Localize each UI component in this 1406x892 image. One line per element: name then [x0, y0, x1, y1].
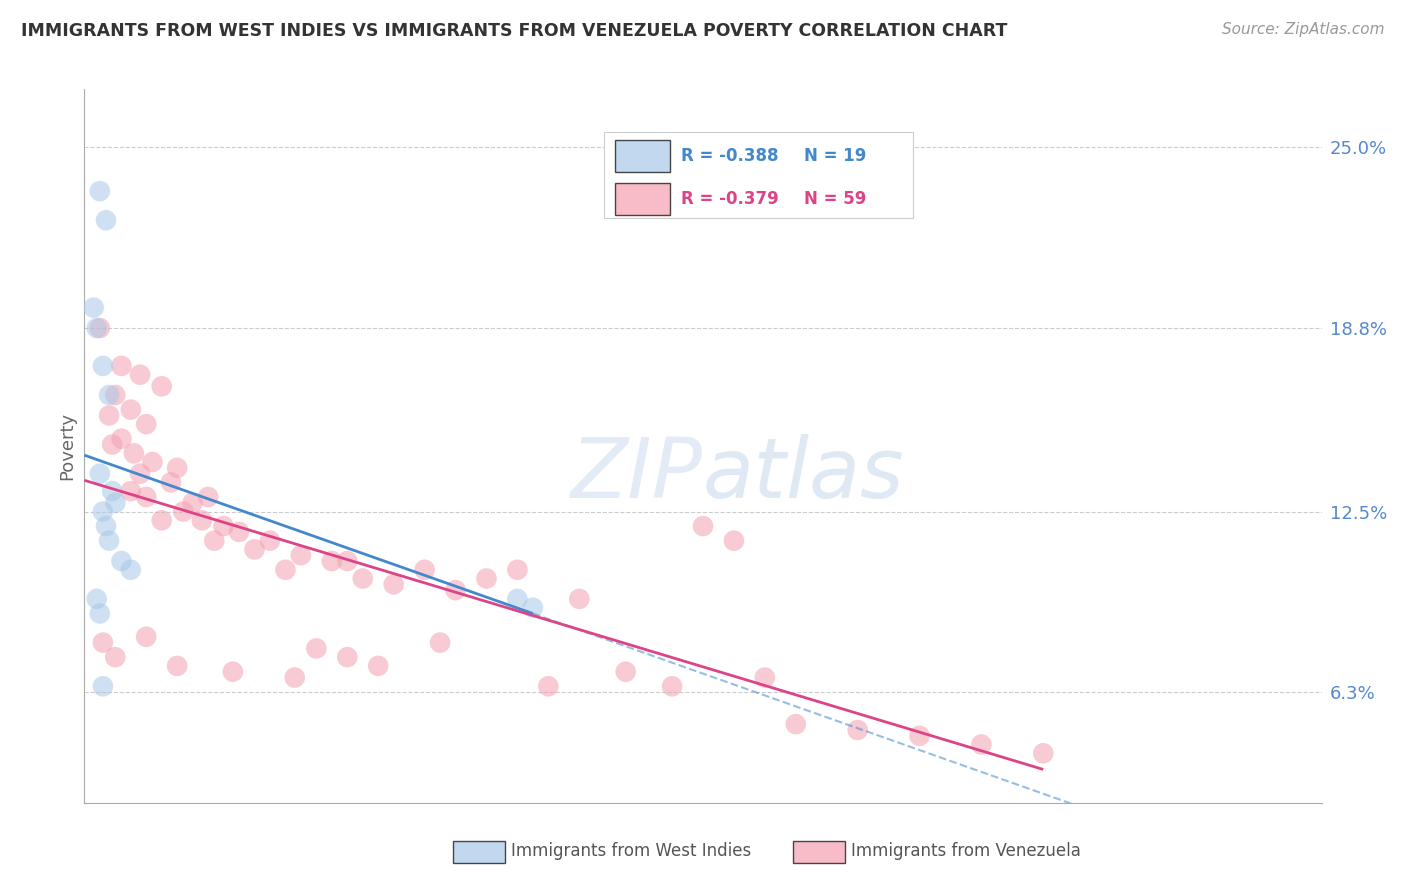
- Point: [506, 591, 529, 606]
- Text: N = 19: N = 19: [804, 147, 868, 165]
- Point: [104, 650, 127, 665]
- Point: [86, 321, 108, 335]
- Y-axis label: Poverty: Poverty: [58, 412, 76, 480]
- Point: [723, 533, 745, 548]
- Point: [89, 184, 111, 198]
- Point: [568, 591, 591, 606]
- Point: [754, 671, 776, 685]
- FancyBboxPatch shape: [605, 132, 914, 218]
- Point: [522, 600, 544, 615]
- Text: IMMIGRANTS FROM WEST INDIES VS IMMIGRANTS FROM VENEZUELA POVERTY CORRELATION CHA: IMMIGRANTS FROM WEST INDIES VS IMMIGRANT…: [21, 22, 1008, 40]
- Point: [91, 635, 114, 649]
- Point: [908, 729, 931, 743]
- Point: [129, 368, 152, 382]
- Point: [89, 607, 111, 621]
- Point: [692, 519, 714, 533]
- FancyBboxPatch shape: [793, 840, 845, 863]
- Point: [212, 519, 235, 533]
- Text: Immigrants from Venezuela: Immigrants from Venezuela: [852, 842, 1081, 860]
- Point: [101, 437, 124, 451]
- Point: [197, 490, 219, 504]
- Point: [321, 554, 343, 568]
- Point: [122, 446, 145, 460]
- Point: [166, 460, 188, 475]
- Point: [129, 467, 152, 481]
- Point: [785, 717, 807, 731]
- Point: [202, 533, 225, 548]
- Point: [141, 455, 163, 469]
- Point: [413, 563, 436, 577]
- Text: N = 59: N = 59: [804, 190, 868, 208]
- Point: [94, 519, 117, 533]
- Point: [89, 321, 111, 335]
- Text: R = -0.379: R = -0.379: [681, 190, 779, 208]
- Point: [970, 738, 993, 752]
- Point: [135, 490, 157, 504]
- Point: [135, 630, 157, 644]
- Point: [475, 572, 498, 586]
- Point: [284, 671, 307, 685]
- Text: atlas: atlas: [703, 434, 904, 515]
- Point: [305, 641, 328, 656]
- Point: [91, 679, 114, 693]
- Point: [172, 504, 194, 518]
- Point: [661, 679, 683, 693]
- Point: [1032, 746, 1054, 760]
- Text: ZIP: ZIP: [571, 434, 703, 515]
- Point: [101, 484, 124, 499]
- FancyBboxPatch shape: [616, 183, 669, 214]
- Text: Source: ZipAtlas.com: Source: ZipAtlas.com: [1222, 22, 1385, 37]
- Point: [110, 554, 132, 568]
- Text: R = -0.388: R = -0.388: [681, 147, 779, 165]
- Point: [846, 723, 869, 737]
- Point: [382, 577, 405, 591]
- Point: [181, 496, 204, 510]
- Point: [222, 665, 245, 679]
- Point: [506, 563, 529, 577]
- Point: [352, 572, 374, 586]
- Point: [191, 513, 214, 527]
- Point: [86, 591, 108, 606]
- FancyBboxPatch shape: [616, 140, 669, 171]
- Point: [228, 524, 250, 539]
- Point: [91, 504, 114, 518]
- Point: [429, 635, 451, 649]
- Point: [120, 484, 142, 499]
- Point: [104, 388, 127, 402]
- Point: [150, 513, 173, 527]
- Point: [614, 665, 637, 679]
- Point: [166, 659, 188, 673]
- Point: [259, 533, 281, 548]
- Point: [98, 409, 121, 423]
- Point: [98, 388, 121, 402]
- Point: [135, 417, 157, 432]
- Point: [336, 554, 359, 568]
- Point: [110, 359, 132, 373]
- FancyBboxPatch shape: [453, 840, 505, 863]
- Point: [89, 467, 111, 481]
- Point: [367, 659, 389, 673]
- Point: [150, 379, 173, 393]
- Point: [274, 563, 297, 577]
- Point: [94, 213, 117, 227]
- Point: [104, 496, 127, 510]
- Point: [110, 432, 132, 446]
- Point: [91, 359, 114, 373]
- Text: Immigrants from West Indies: Immigrants from West Indies: [512, 842, 751, 860]
- Point: [120, 563, 142, 577]
- Point: [98, 533, 121, 548]
- Point: [243, 542, 266, 557]
- Point: [444, 583, 467, 598]
- Point: [160, 475, 183, 490]
- Point: [120, 402, 142, 417]
- Point: [83, 301, 105, 315]
- Point: [290, 548, 312, 562]
- Point: [537, 679, 560, 693]
- Point: [336, 650, 359, 665]
